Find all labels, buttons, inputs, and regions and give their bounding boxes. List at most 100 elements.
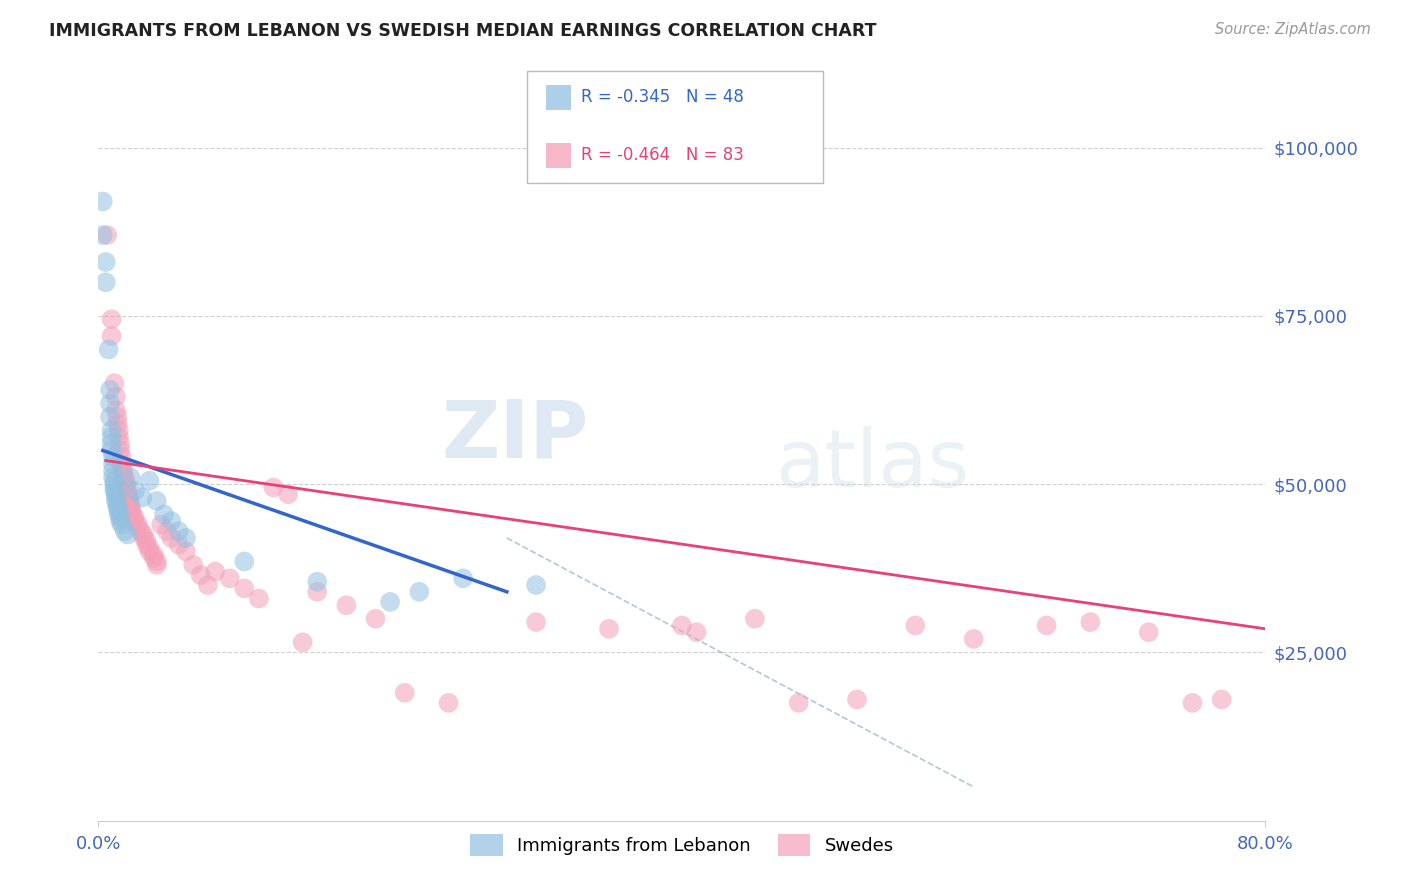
Point	[100, 436, 122, 450]
Point	[100, 329, 122, 343]
Point	[111, 517, 134, 532]
Point	[121, 504, 143, 518]
Text: R = -0.345   N = 48: R = -0.345 N = 48	[581, 88, 744, 106]
Point	[138, 541, 160, 555]
Point	[98, 396, 121, 410]
Point	[101, 470, 124, 484]
Point	[112, 467, 135, 481]
Point	[100, 312, 122, 326]
Point	[108, 504, 131, 518]
Point	[247, 591, 270, 606]
Point	[962, 632, 984, 646]
Point	[110, 514, 132, 528]
Point	[437, 696, 460, 710]
Point	[110, 443, 132, 458]
Point	[190, 568, 212, 582]
Point	[100, 430, 122, 444]
Text: atlas: atlas	[775, 426, 970, 504]
Point	[100, 443, 122, 458]
Point	[98, 409, 121, 424]
Point	[598, 622, 620, 636]
Point	[115, 477, 138, 491]
Point	[105, 500, 128, 515]
Point	[138, 474, 160, 488]
Point	[380, 595, 402, 609]
Point	[307, 584, 329, 599]
Point	[127, 521, 149, 535]
Legend: Immigrants from Lebanon, Swedes: Immigrants from Lebanon, Swedes	[463, 827, 901, 863]
Point	[91, 228, 114, 243]
Point	[127, 517, 149, 532]
Point	[115, 481, 138, 495]
Point	[120, 497, 142, 511]
Point	[335, 599, 357, 613]
Point	[904, 618, 927, 632]
Point	[1211, 692, 1233, 706]
Point	[671, 618, 693, 632]
Point	[103, 474, 125, 488]
Point	[160, 514, 183, 528]
Point	[124, 510, 146, 524]
Point	[108, 508, 131, 522]
Point	[181, 558, 204, 572]
Point	[105, 497, 128, 511]
Point	[394, 686, 416, 700]
Text: ZIP: ZIP	[441, 397, 589, 475]
Point	[233, 555, 256, 569]
Point	[124, 483, 146, 498]
Point	[307, 574, 329, 589]
Point	[110, 510, 132, 524]
Point	[103, 481, 125, 495]
Point	[101, 450, 124, 465]
Point	[124, 514, 146, 528]
Point	[103, 483, 125, 498]
Point	[524, 578, 547, 592]
Point	[105, 409, 128, 424]
Point	[111, 457, 134, 471]
Point	[146, 555, 169, 569]
Point	[197, 578, 219, 592]
Point	[233, 582, 256, 596]
Point	[135, 534, 157, 549]
Point	[167, 538, 190, 552]
Point	[146, 558, 169, 572]
Point	[104, 494, 127, 508]
Point	[97, 343, 120, 357]
Point	[104, 403, 127, 417]
Point	[787, 696, 810, 710]
Point	[1035, 618, 1057, 632]
Point	[846, 692, 869, 706]
Point	[156, 524, 179, 539]
Point	[120, 470, 142, 484]
Point	[118, 494, 141, 508]
Point	[451, 571, 474, 585]
Point	[103, 376, 125, 391]
Point	[146, 494, 169, 508]
Point	[100, 423, 122, 437]
Point	[91, 194, 114, 209]
Point	[108, 430, 131, 444]
Point	[685, 625, 707, 640]
Point	[121, 508, 143, 522]
Point	[153, 508, 176, 522]
Point	[408, 584, 430, 599]
Point	[135, 538, 157, 552]
Point	[174, 544, 197, 558]
Point	[218, 571, 240, 585]
Point	[111, 460, 134, 475]
Point	[104, 390, 127, 404]
Point	[117, 487, 139, 501]
Point	[160, 531, 183, 545]
Point	[120, 500, 142, 515]
Point	[104, 491, 127, 505]
Point	[1181, 696, 1204, 710]
Point	[104, 487, 127, 501]
Point	[94, 275, 117, 289]
Point	[101, 464, 124, 478]
Point	[142, 548, 165, 562]
Point	[114, 470, 136, 484]
Point	[204, 565, 226, 579]
Point	[174, 531, 197, 545]
Point	[524, 615, 547, 629]
Point	[744, 612, 766, 626]
